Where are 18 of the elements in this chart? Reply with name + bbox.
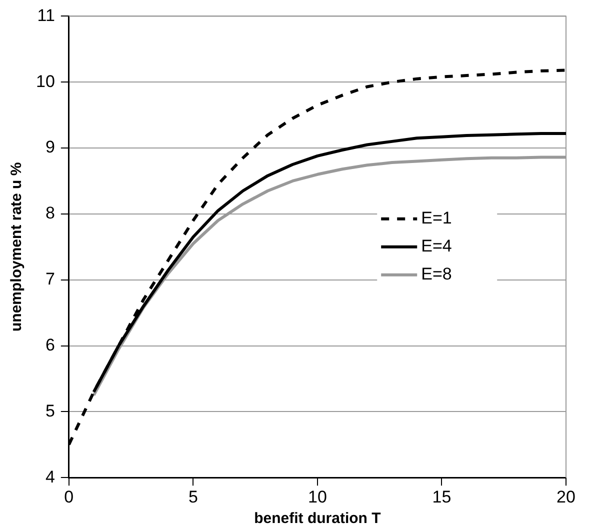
y-tick-label: 7 xyxy=(45,270,55,289)
y-tick-label: 8 xyxy=(45,204,55,223)
y-tick-label: 9 xyxy=(45,138,55,157)
y-tick-label: 10 xyxy=(36,72,55,91)
y-tick-label: 5 xyxy=(45,401,55,420)
legend-label: E=1 xyxy=(421,208,452,228)
x-tick-label: 15 xyxy=(432,487,452,506)
y-axis-title: unemployment rate u % xyxy=(8,162,26,332)
x-tick-label: 20 xyxy=(556,487,576,506)
x-tick-label: 5 xyxy=(188,487,198,506)
x-tick-label: 0 xyxy=(64,487,74,506)
y-tick-label: 6 xyxy=(45,335,55,354)
y-tick-label: 11 xyxy=(37,6,55,25)
legend-label: E=4 xyxy=(421,236,452,256)
legend-label: E=8 xyxy=(421,264,452,284)
y-tick-label: 4 xyxy=(45,467,55,486)
x-tick-label: 10 xyxy=(308,487,327,506)
x-axis-title: benefit duration T xyxy=(254,510,381,528)
